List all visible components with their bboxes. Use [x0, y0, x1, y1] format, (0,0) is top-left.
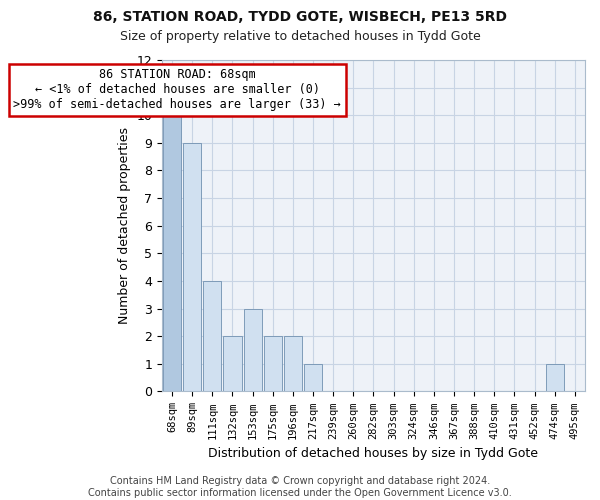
- Y-axis label: Number of detached properties: Number of detached properties: [118, 127, 131, 324]
- Bar: [223, 336, 242, 392]
- Bar: [244, 308, 262, 392]
- Bar: [284, 336, 302, 392]
- Bar: [263, 336, 282, 392]
- Text: Size of property relative to detached houses in Tydd Gote: Size of property relative to detached ho…: [119, 30, 481, 43]
- Text: 86 STATION ROAD: 68sqm
← <1% of detached houses are smaller (0)
>99% of semi-det: 86 STATION ROAD: 68sqm ← <1% of detached…: [13, 68, 341, 112]
- Text: 86, STATION ROAD, TYDD GOTE, WISBECH, PE13 5RD: 86, STATION ROAD, TYDD GOTE, WISBECH, PE…: [93, 10, 507, 24]
- Text: Contains HM Land Registry data © Crown copyright and database right 2024.
Contai: Contains HM Land Registry data © Crown c…: [88, 476, 512, 498]
- Bar: [183, 143, 201, 392]
- Bar: [203, 281, 221, 392]
- X-axis label: Distribution of detached houses by size in Tydd Gote: Distribution of detached houses by size …: [208, 447, 538, 460]
- Bar: [304, 364, 322, 392]
- Bar: [163, 115, 181, 392]
- Bar: [546, 364, 564, 392]
